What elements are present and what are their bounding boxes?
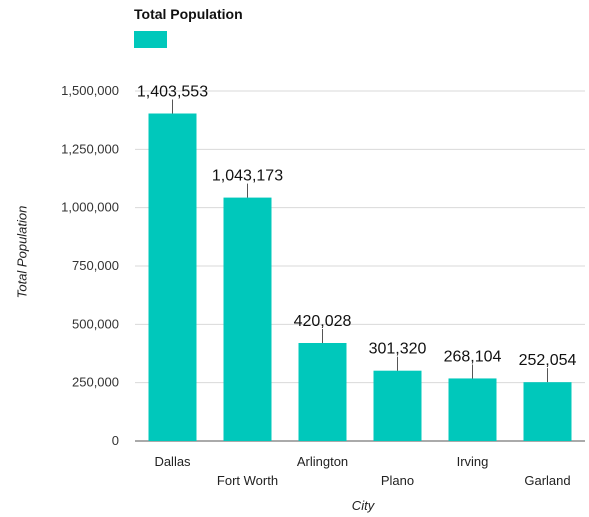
bar [223,197,272,441]
data-label: 1,043,173 [212,168,283,185]
data-label: 252,054 [519,352,577,369]
data-label: 420,028 [294,313,352,330]
bar [523,382,572,441]
legend-swatch [134,31,167,48]
data-label: 1,403,553 [137,84,208,101]
bar [148,113,197,441]
y-tick-label: 0 [112,433,119,448]
x-tick-label: Dallas [154,454,191,469]
y-tick-label: 1,500,000 [61,83,119,98]
data-label: 301,320 [369,341,427,358]
bar [373,370,422,441]
x-tick-label: Irving [457,454,489,469]
x-axis-title: City [351,498,375,513]
x-tick-label: Arlington [297,454,348,469]
x-tick-label: Fort Worth [217,473,278,488]
legend-label: Total Population [134,6,243,22]
x-tick-label: Plano [381,473,414,488]
y-tick-label: 500,000 [72,316,119,331]
y-tick-label: 1,000,000 [61,200,119,215]
x-tick-label: Garland [524,473,570,488]
bar [448,378,497,441]
data-label: 268,104 [444,348,502,365]
y-tick-label: 1,250,000 [61,141,119,156]
y-tick-label: 250,000 [72,375,119,390]
y-tick-label: 750,000 [72,258,119,273]
bar [298,342,347,441]
y-axis-title: Total Population [14,205,30,299]
